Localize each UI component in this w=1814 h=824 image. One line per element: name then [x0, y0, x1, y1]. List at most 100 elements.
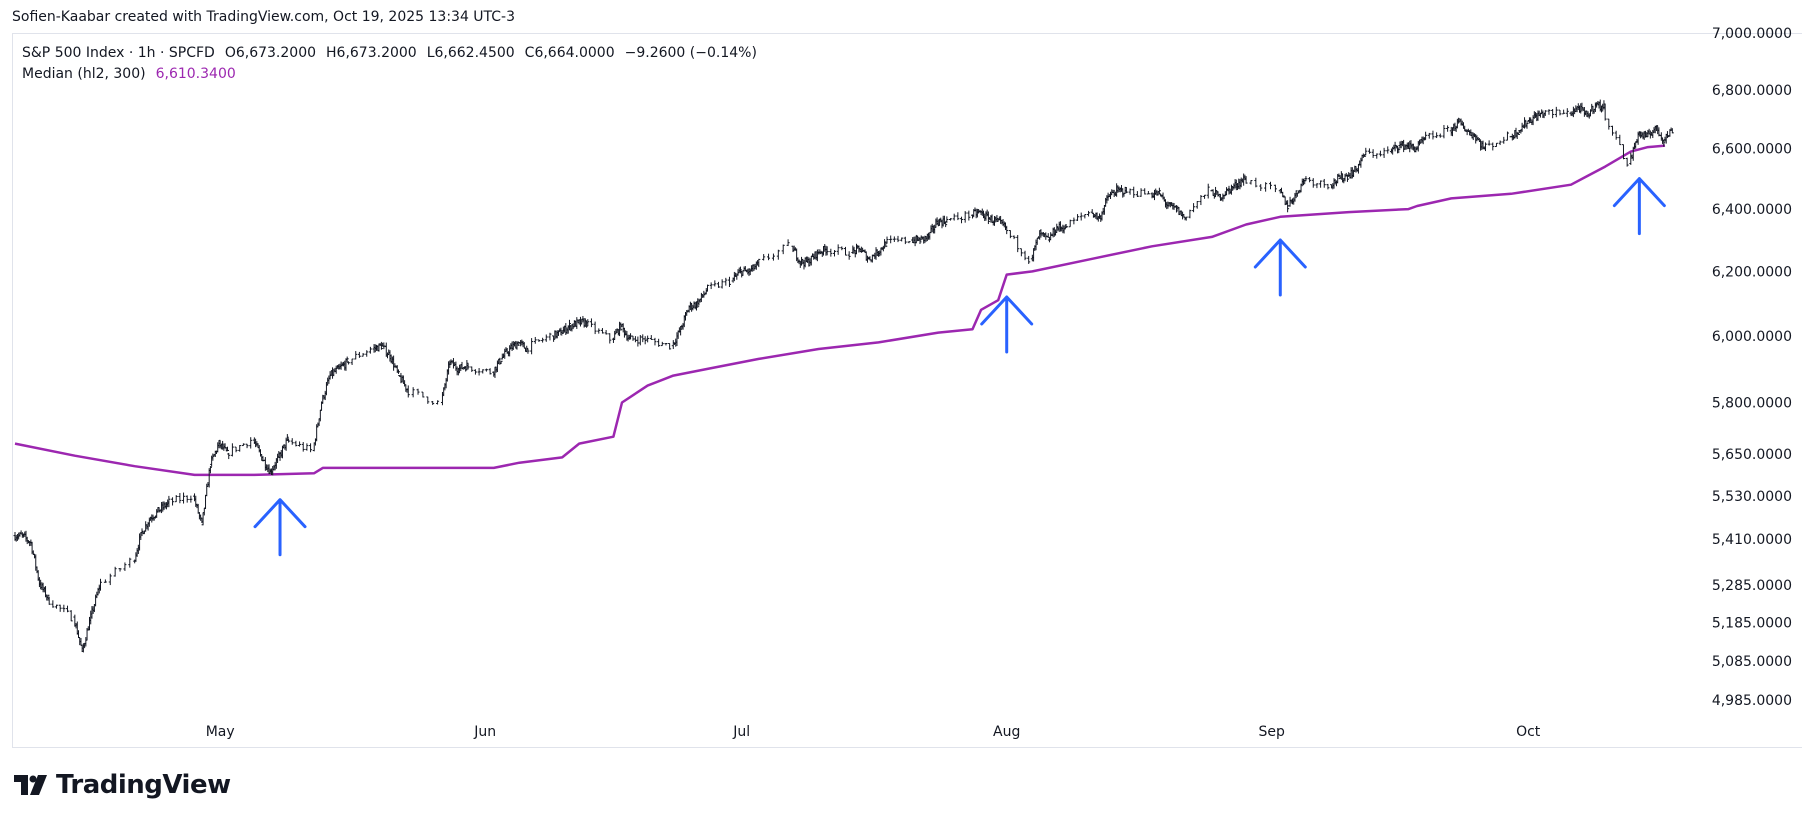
- arrow-up-annotation[interactable]: [253, 498, 307, 557]
- price-tick-label: 5,530.0000: [1712, 489, 1792, 505]
- symbol-legend[interactable]: S&P 500 Index · 1h · SPCFD O6,673.2000 H6,…: [22, 45, 767, 61]
- ohlc-bar: [365, 350, 369, 357]
- ohlc-bar: [238, 445, 242, 452]
- ohlc-bar: [466, 363, 470, 370]
- ohlc-bar: [1427, 132, 1431, 139]
- ohlc-bar: [646, 335, 650, 343]
- ohlc-bar: [720, 279, 724, 289]
- ohlc-bar: [716, 281, 720, 288]
- indicator-legend[interactable]: Median (hl2, 300) 6,610.3400: [22, 66, 246, 82]
- ohlc-bar: [1565, 108, 1569, 118]
- ohlc-bar: [885, 236, 889, 244]
- ohlc-bar: [477, 368, 481, 376]
- time-axis: May Jun Jul Aug Sep Oct: [206, 724, 1541, 740]
- legend-symbol: S&P 500 Index · 1h · SPCFD: [22, 45, 215, 61]
- ohlc-bar: [767, 253, 771, 261]
- ohlc-bar: [829, 248, 833, 257]
- ohlc-bar: [1076, 214, 1080, 221]
- ohlc-bar: [1016, 234, 1020, 253]
- ohlc-bar: [653, 337, 657, 346]
- ohlc-bar: [1431, 130, 1435, 140]
- ohlc-bar: [1621, 144, 1625, 160]
- ohlc-bar: [1273, 184, 1277, 193]
- ohlc-bar: [294, 440, 298, 447]
- ohlc-bar: [1184, 216, 1188, 221]
- ohlc-bar: [1543, 110, 1547, 116]
- price-tick-label: 4,985.0000: [1712, 693, 1792, 709]
- ohlc-bar: [1087, 210, 1091, 217]
- ohlc-bar: [660, 341, 664, 347]
- ohlc-bar: [1008, 230, 1012, 239]
- arrow-up-annotation[interactable]: [1612, 177, 1666, 236]
- ohlc-bar: [1083, 214, 1087, 219]
- ohlc-bar: [963, 211, 967, 223]
- ohlc-bar: [1199, 195, 1203, 206]
- ohlc-bar: [1363, 154, 1367, 157]
- ohlc-bar: [174, 495, 178, 503]
- ohlc-bar: [586, 319, 590, 327]
- ohlc-bar: [1143, 188, 1147, 195]
- ohlc-bar: [484, 368, 488, 372]
- ohlc-bar: [361, 353, 365, 357]
- ohlc-bar: [241, 443, 245, 447]
- ohlc-bar: [896, 235, 900, 243]
- ohlc-bar: [641, 334, 645, 343]
- ohlc-bar: [1438, 133, 1442, 138]
- ohlc-bar: [1206, 183, 1210, 199]
- ohlc-bar: [840, 246, 844, 251]
- ohlc-bar: [182, 492, 186, 504]
- price-tick-label: 5,285.0000: [1712, 578, 1792, 594]
- ohlc-bar: [1442, 124, 1446, 139]
- ohlc-bar: [1326, 183, 1330, 190]
- ohlc-bar: [847, 251, 851, 260]
- ohlc-bar: [1046, 233, 1050, 238]
- ohlc-bar: [470, 366, 474, 372]
- ohlc-bar: [1308, 177, 1312, 183]
- ohlc-bar: [1132, 186, 1136, 198]
- ohlc-bar: [600, 328, 604, 334]
- ohlc-bar: [738, 266, 742, 274]
- chart-frame[interactable]: [12, 33, 1802, 748]
- ohlc-bar: [426, 396, 430, 404]
- ohlc-bar: [1457, 117, 1461, 124]
- ohlc-bar: [249, 437, 253, 449]
- ohlc-bar: [1498, 140, 1502, 146]
- ohlc-bar: [1139, 188, 1143, 197]
- ohlc-bar: [368, 346, 372, 354]
- ohlc-bar: [1494, 142, 1498, 148]
- ohlc-bar: [567, 319, 571, 331]
- ohlc-bar: [597, 328, 601, 334]
- ohlc-bar: [488, 368, 492, 375]
- ohlc-bar: [128, 557, 132, 568]
- ohlc-bar: [1322, 178, 1326, 188]
- chart-credit: Sofien-Kaabar created with TradingView.c…: [12, 9, 516, 25]
- arrow-up-annotation[interactable]: [1253, 238, 1307, 297]
- ohlc-bar: [892, 236, 896, 242]
- ohlc-bar: [530, 338, 534, 355]
- ohlc-bar: [481, 369, 485, 374]
- ohlc-bar: [631, 335, 635, 341]
- ohlc-bar: [298, 441, 302, 447]
- ohlc-bar: [1249, 180, 1253, 185]
- ohlc-bar: [98, 578, 102, 591]
- ohlc-bar: [473, 369, 477, 375]
- ohlc-bar: [907, 241, 911, 244]
- ohlc-bar: [526, 348, 530, 354]
- ohlc-bar: [167, 495, 171, 508]
- ohlc-bar: [967, 210, 971, 221]
- price-tick-label: 5,410.0000: [1712, 532, 1792, 548]
- arrow-up-annotation[interactable]: [980, 295, 1034, 354]
- ohlc-bar: [1562, 109, 1566, 115]
- ohlc-bar: [604, 330, 608, 335]
- legend-low: L6,662.4500: [426, 45, 515, 61]
- legend-close: C6,664.0000: [524, 45, 615, 61]
- ohlc-bar: [585, 320, 589, 328]
- arrows-layer: [253, 177, 1666, 557]
- ohlc-bar: [1662, 140, 1666, 147]
- ohlc-bar: [1023, 250, 1027, 261]
- ohlc-bar: [1435, 132, 1439, 139]
- tradingview-logo[interactable]: TradingView: [14, 770, 231, 800]
- ohlc-bar: [189, 495, 193, 503]
- ohlc-bar: [786, 239, 790, 247]
